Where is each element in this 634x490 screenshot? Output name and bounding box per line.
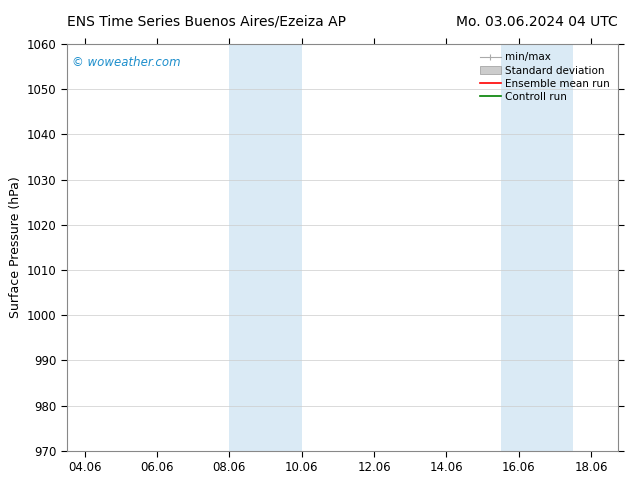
Text: Mo. 03.06.2024 04 UTC: Mo. 03.06.2024 04 UTC <box>456 15 618 29</box>
Bar <box>230 44 302 451</box>
Legend: min/max, Standard deviation, Ensemble mean run, Controll run: min/max, Standard deviation, Ensemble me… <box>477 49 613 105</box>
Text: © woweather.com: © woweather.com <box>72 56 181 69</box>
Text: ENS Time Series Buenos Aires/Ezeiza AP: ENS Time Series Buenos Aires/Ezeiza AP <box>67 15 346 29</box>
Y-axis label: Surface Pressure (hPa): Surface Pressure (hPa) <box>10 176 22 318</box>
Bar <box>501 44 573 451</box>
